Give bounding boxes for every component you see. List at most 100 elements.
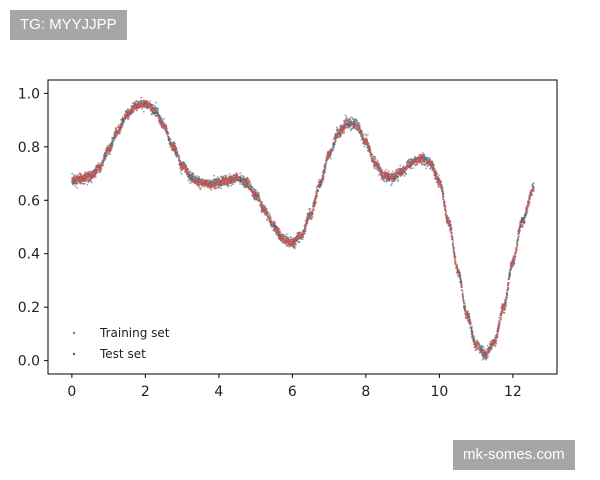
training-point: [413, 159, 415, 162]
training-point: [236, 179, 239, 182]
training-point: [426, 162, 429, 165]
test-point: [397, 180, 399, 183]
training-point: [174, 153, 177, 156]
training-point: [456, 274, 459, 277]
training-point: [496, 331, 499, 334]
training-point: [519, 223, 522, 226]
test-point: [518, 235, 520, 238]
training-point: [191, 179, 194, 182]
training-point: [255, 194, 258, 197]
test-point: [351, 117, 354, 120]
test-point: [335, 126, 338, 129]
training-point: [118, 123, 120, 126]
test-point: [76, 186, 78, 189]
test-point: [196, 175, 199, 178]
test-point: [155, 101, 157, 104]
training-point: [447, 218, 450, 221]
test-point: [511, 257, 514, 259]
test-point: [388, 179, 391, 182]
test-point: [292, 246, 295, 249]
test-point: [154, 105, 157, 107]
training-point: [117, 125, 119, 127]
training-point: [485, 358, 488, 361]
test-point: [494, 344, 497, 347]
test-point: [330, 157, 332, 160]
training-point: [460, 286, 462, 288]
test-point: [424, 163, 426, 166]
training-point: [269, 216, 272, 218]
test-point: [248, 179, 251, 182]
training-point: [114, 128, 117, 130]
training-point: [328, 151, 331, 154]
test-point: [366, 133, 369, 136]
training-point: [258, 192, 260, 195]
test-point: [397, 178, 399, 181]
test-point: [351, 125, 353, 127]
test-point: [339, 133, 342, 136]
training-point: [221, 175, 224, 178]
test-point: [163, 118, 166, 120]
test-point: [249, 183, 252, 185]
test-point: [119, 119, 122, 121]
training-point: [495, 337, 497, 340]
training-point: [278, 233, 280, 235]
test-point: [344, 114, 347, 117]
test-point: [274, 224, 277, 227]
test-point: [458, 272, 461, 274]
training-point: [526, 211, 529, 214]
training-point: [279, 234, 281, 237]
training-point: [379, 173, 382, 176]
training-point: [444, 208, 446, 211]
training-point: [221, 184, 224, 187]
test-point: [297, 241, 299, 243]
training-point: [218, 177, 221, 180]
training-point: [506, 289, 509, 292]
test-point: [189, 170, 191, 172]
test-point: [462, 302, 465, 305]
training-point: [74, 182, 77, 185]
test-point: [481, 358, 484, 361]
training-point: [227, 184, 230, 187]
test-point: [391, 182, 393, 185]
test-point: [198, 176, 201, 178]
test-point: [239, 183, 242, 185]
test-point: [178, 156, 180, 158]
test-point: [332, 138, 335, 141]
test-point: [315, 187, 318, 189]
test-point: [332, 146, 335, 149]
test-point: [532, 185, 535, 188]
training-point: [454, 260, 457, 262]
training-point: [153, 107, 156, 109]
test-point: [83, 182, 86, 185]
training-point: [72, 181, 75, 184]
training-point: [411, 161, 414, 164]
test-point: [410, 167, 412, 170]
training-point: [187, 179, 190, 182]
test-point: [414, 164, 417, 167]
training-point: [361, 132, 364, 135]
test-point: [208, 179, 211, 182]
test-point: [285, 235, 288, 238]
training-point: [497, 333, 499, 336]
test-point: [483, 346, 485, 349]
test-point: [125, 110, 127, 113]
training-point: [444, 205, 447, 208]
test-point: [509, 269, 512, 272]
training-point: [296, 232, 299, 235]
training-point: [422, 152, 424, 154]
training-point: [158, 116, 160, 119]
test-point: [385, 168, 388, 171]
test-point: [157, 109, 159, 112]
training-point: [496, 330, 499, 332]
test-point: [470, 328, 473, 330]
test-point: [132, 111, 135, 113]
test-point: [121, 116, 124, 118]
test-point: [155, 110, 158, 113]
test-point: [387, 170, 390, 173]
training-point: [458, 273, 461, 276]
test-point: [429, 166, 432, 169]
test-point: [175, 155, 178, 157]
training-point: [133, 102, 136, 104]
test-point: [520, 216, 523, 219]
training-point: [246, 186, 249, 188]
